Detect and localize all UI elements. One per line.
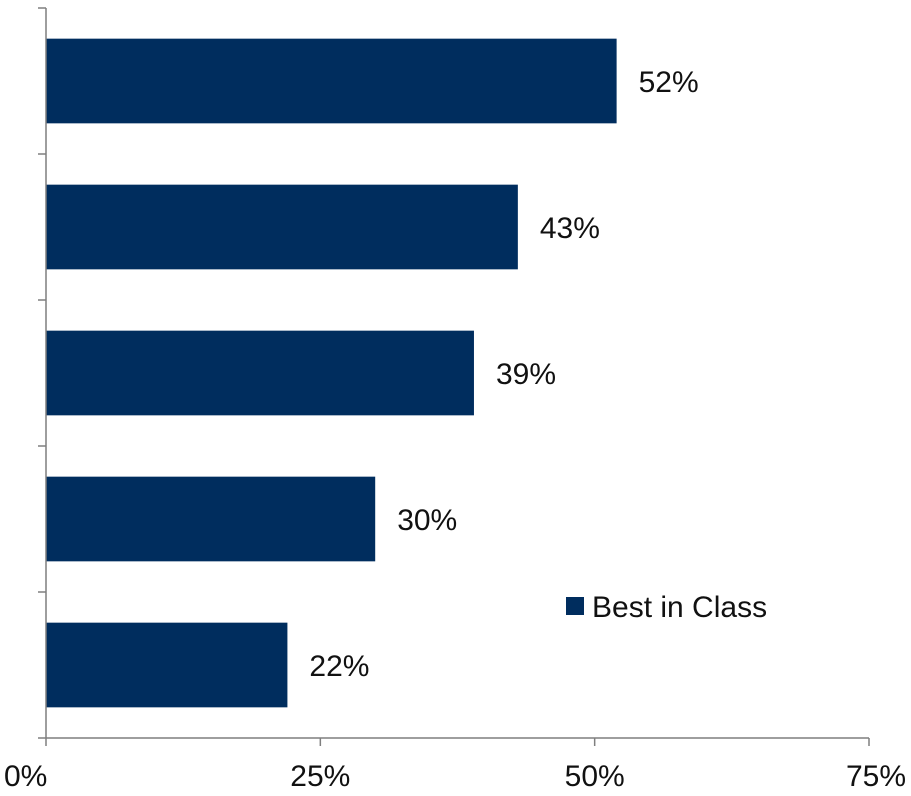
x-tick-label-2: 50%	[565, 760, 625, 793]
x-tick-label-1: 25%	[290, 760, 350, 793]
data-label-3: 39%	[496, 358, 556, 391]
bars-layer	[46, 38, 617, 708]
bar-5	[46, 622, 288, 708]
data-labels-layer: 52% 43% 39% 30% 22%	[309, 66, 698, 683]
bar-2	[46, 184, 518, 270]
bar-1	[46, 38, 617, 124]
x-tick-label-0: 0%	[4, 760, 47, 793]
x-tick-label-3: 75%	[846, 760, 906, 793]
data-label-2: 43%	[540, 212, 600, 245]
legend-swatch	[566, 597, 584, 615]
axes-layer: 0% 25% 50% 75%	[4, 7, 906, 793]
bar-3	[46, 330, 474, 416]
legend-label: Best in Class	[592, 591, 767, 624]
data-label-1: 52%	[639, 66, 699, 99]
data-label-4: 30%	[397, 504, 457, 537]
data-label-5: 22%	[309, 650, 369, 683]
bar-4	[46, 476, 376, 562]
legend: Best in Class	[566, 591, 767, 624]
